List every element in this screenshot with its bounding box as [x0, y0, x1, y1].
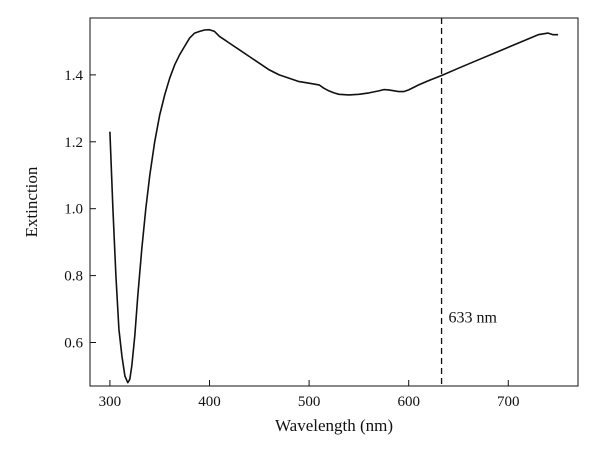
x-tick-label: 400	[198, 394, 221, 410]
x-tick-label: 300	[99, 394, 122, 410]
wavelength-marker-label: 633 nm	[449, 309, 498, 326]
x-tick-label: 600	[397, 394, 420, 410]
y-tick-label: 1.4	[64, 68, 83, 84]
y-axis-label: Extinction	[22, 166, 41, 237]
y-tick-label: 1.2	[64, 135, 83, 151]
x-tick-label: 500	[298, 394, 321, 410]
y-tick-label: 0.6	[64, 336, 83, 352]
y-axis-ticks: 0.6 0.8 1.0 1.2 1.4	[64, 68, 96, 352]
x-axis-label: Wavelength (nm)	[275, 416, 393, 435]
y-tick-label: 0.8	[64, 269, 83, 285]
y-tick-label: 1.0	[64, 202, 83, 218]
x-axis-ticks: 300 400 500 600 700	[99, 380, 520, 410]
x-tick-label: 700	[497, 394, 520, 410]
extinction-series-line	[109, 28, 559, 384]
plot-frame	[89, 17, 579, 387]
